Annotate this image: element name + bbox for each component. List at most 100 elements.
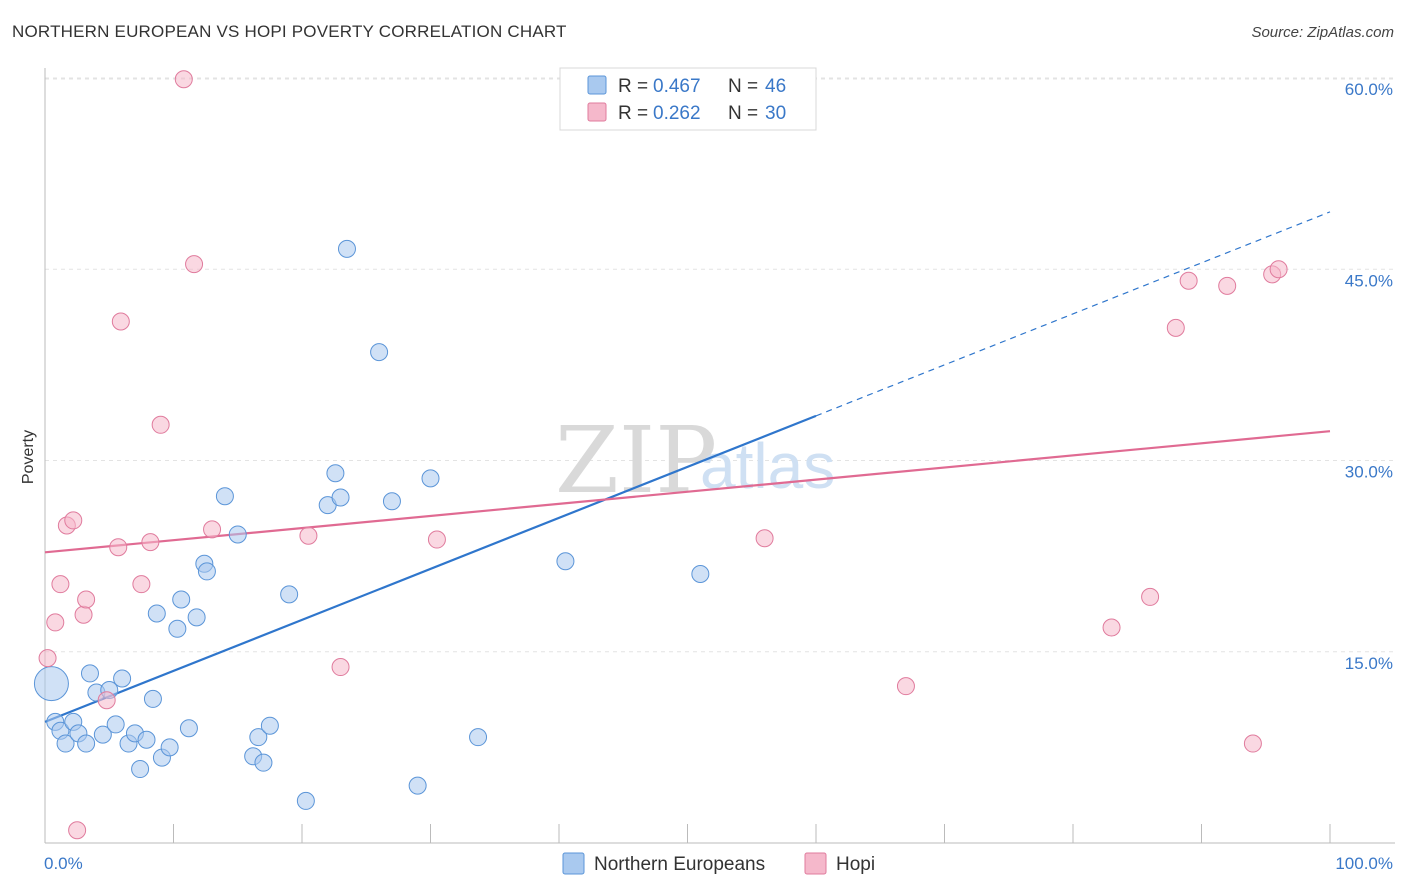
legend-n-value-0: 46 [765, 76, 786, 97]
point-northern [296, 791, 315, 810]
legend-n-value-1: 30 [765, 103, 786, 124]
point-northern [331, 488, 350, 507]
trend-line-extension-0 [815, 211, 1331, 417]
point-northern [421, 469, 440, 488]
point-northern [172, 590, 191, 609]
point-northern [147, 604, 166, 623]
point-northern [337, 239, 356, 258]
legend-swatch-hopi [587, 102, 607, 122]
trend-line-1 [44, 430, 1331, 554]
point-northern [187, 608, 206, 627]
grid-lines [45, 77, 1395, 653]
point-hopi [1102, 618, 1121, 637]
point-hopi [109, 538, 128, 557]
point-hopi [1243, 734, 1262, 753]
bottom-legend-hopi: Hopi [836, 854, 875, 875]
point-hopi [755, 529, 774, 548]
point-northern [179, 719, 198, 738]
point-northern [93, 725, 112, 744]
y-axis-label: Poverty [20, 430, 37, 484]
point-northern [260, 716, 279, 735]
point-hopi [68, 821, 87, 840]
point-northern [131, 760, 150, 779]
point-northern [77, 734, 96, 753]
y-tick-labels: 15.0% 30.0% 45.0% 60.0% [1345, 80, 1393, 673]
point-northern [137, 730, 156, 749]
point-northern [160, 738, 179, 757]
point-hopi [1141, 587, 1160, 606]
watermark-zip: ZIP [555, 407, 717, 514]
point-northern [556, 552, 575, 571]
point-hopi [64, 511, 83, 530]
y-tick-label: 30.0% [1345, 463, 1393, 482]
legend-r-label-0: R = [618, 76, 648, 97]
point-hopi [111, 312, 130, 331]
legend-r-label-1: R = [618, 103, 648, 124]
point-hopi [185, 255, 204, 274]
point-northern [56, 734, 75, 753]
legend-swatch-northern [587, 75, 607, 95]
watermark-atlas: atlas [700, 430, 835, 502]
point-hopi [427, 530, 446, 549]
point-hopi [141, 533, 160, 552]
top-legend: R = 0.467 N = 46 R = 0.262 N = 30 [559, 67, 817, 131]
point-hopi [1166, 318, 1185, 337]
trend-line-0 [44, 414, 817, 723]
point-northern [370, 343, 389, 362]
point-hopi [51, 575, 70, 594]
data-points [33, 70, 1288, 840]
legend-n-label-0: N = [728, 76, 758, 97]
y-tick-label: 45.0% [1345, 271, 1393, 290]
point-hopi [331, 658, 350, 677]
y-tick-label: 60.0% [1345, 80, 1393, 99]
point-northern [215, 487, 234, 506]
point-northern [254, 753, 273, 772]
x-tick-labels: 0.0% 100.0% [44, 854, 1393, 873]
source-label: Source: ZipAtlas.com [1251, 24, 1394, 41]
point-northern [228, 525, 247, 544]
point-northern [408, 776, 427, 795]
point-northern [113, 669, 132, 688]
point-hopi [174, 70, 193, 89]
point-northern [106, 715, 125, 734]
bottom-legend-northern: Northern Europeans [594, 854, 765, 875]
point-hopi [46, 613, 65, 632]
point-hopi [74, 605, 93, 624]
point-northern [691, 564, 710, 583]
point-hopi [38, 649, 57, 668]
point-northern [382, 492, 401, 511]
point-northern [168, 619, 187, 638]
bottom-legend-swatch-hopi [804, 852, 827, 875]
point-northern [326, 464, 345, 483]
point-northern [197, 562, 216, 581]
point-northern [80, 664, 99, 683]
bottom-legend: Northern Europeans Hopi [562, 852, 875, 875]
x-tick-label-max: 100.0% [1335, 854, 1393, 873]
bottom-legend-swatch-northern [562, 852, 585, 875]
chart-title: NORTHERN EUROPEAN VS HOPI POVERTY CORREL… [12, 22, 567, 41]
point-northern [280, 585, 299, 604]
point-hopi [896, 677, 915, 696]
point-northern [469, 728, 488, 747]
point-hopi [77, 590, 96, 609]
point-hopi [151, 415, 170, 434]
y-tick-label: 15.0% [1345, 654, 1393, 673]
point-hopi [203, 520, 222, 539]
legend-r-value-0: 0.467 [653, 76, 701, 97]
point-hopi [97, 691, 116, 710]
point-hopi [1218, 276, 1237, 295]
point-northern [33, 666, 69, 702]
legend-n-label-1: N = [728, 103, 758, 124]
trend-lines [44, 211, 1331, 723]
point-hopi [1179, 271, 1198, 290]
point-northern [249, 728, 268, 747]
point-hopi [132, 575, 151, 594]
point-northern [143, 689, 162, 708]
point-hopi [1269, 260, 1288, 279]
x-tick-label-min: 0.0% [44, 854, 83, 873]
point-hopi [299, 526, 318, 545]
legend-r-value-1: 0.262 [653, 103, 701, 124]
axes [44, 68, 1395, 844]
watermark: ZIP atlas [555, 407, 835, 514]
